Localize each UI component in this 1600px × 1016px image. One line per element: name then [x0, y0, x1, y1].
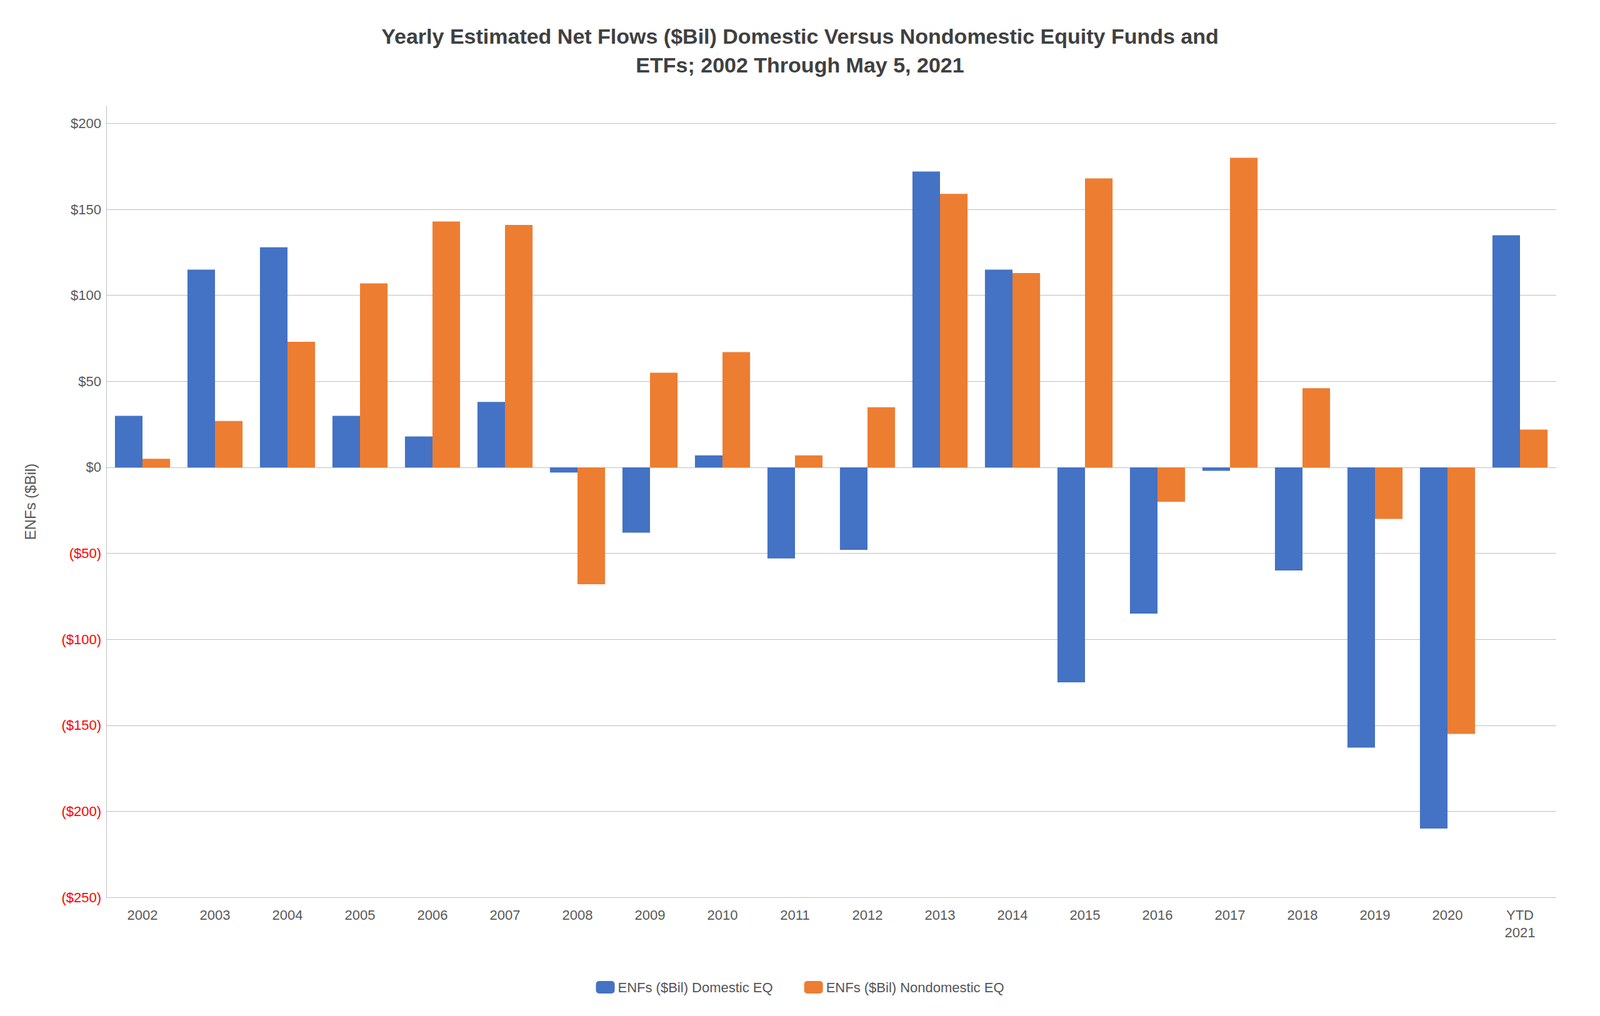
- svg-text:2020: 2020: [1432, 907, 1464, 924]
- svg-text:$0: $0: [86, 459, 102, 475]
- svg-text:$150: $150: [70, 201, 102, 218]
- svg-text:2019: 2019: [1360, 907, 1391, 924]
- svg-text:2009: 2009: [635, 907, 666, 924]
- svg-text:2007: 2007: [490, 907, 521, 924]
- svg-text:$200: $200: [70, 115, 102, 132]
- svg-text:ENFs ($Bil) Domestic EQ: ENFs ($Bil) Domestic EQ: [618, 980, 774, 996]
- svg-text:2012: 2012: [852, 907, 884, 924]
- svg-text:2013: 2013: [925, 907, 956, 924]
- svg-text:($200): ($200): [61, 803, 102, 820]
- svg-text:ENFs ($Bil) Nondomestic EQ: ENFs ($Bil) Nondomestic EQ: [826, 980, 1005, 996]
- svg-text:ETFs; 2002 Through May 5, 2021: ETFs; 2002 Through May 5, 2021: [635, 53, 964, 77]
- svg-text:2004: 2004: [272, 907, 304, 924]
- svg-text:2006: 2006: [417, 907, 449, 924]
- svg-text:2003: 2003: [200, 907, 231, 924]
- svg-text:2017: 2017: [1215, 907, 1246, 924]
- svg-text:2002: 2002: [127, 907, 159, 924]
- svg-text:($100): ($100): [61, 631, 102, 648]
- svg-text:2016: 2016: [1142, 907, 1174, 924]
- svg-text:2005: 2005: [345, 907, 376, 924]
- svg-text:ENFs ($Bil): ENFs ($Bil): [21, 463, 39, 541]
- svg-text:$50: $50: [78, 373, 102, 390]
- svg-text:2010: 2010: [707, 907, 739, 924]
- svg-text:($50): ($50): [69, 545, 102, 562]
- svg-text:2011: 2011: [780, 907, 810, 924]
- svg-text:2008: 2008: [562, 907, 594, 924]
- svg-text:($150): ($150): [61, 717, 102, 734]
- svg-text:$100: $100: [70, 287, 102, 304]
- svg-text:Yearly Estimated Net Flows ($B: Yearly Estimated Net Flows ($Bil) Domest…: [381, 24, 1219, 49]
- svg-text:2014: 2014: [997, 907, 1029, 924]
- svg-text:2021: 2021: [1505, 925, 1536, 941]
- svg-text:2015: 2015: [1070, 907, 1101, 924]
- svg-text:($250): ($250): [61, 890, 102, 906]
- svg-text:YTD: YTD: [1506, 907, 1534, 924]
- svg-text:2018: 2018: [1287, 907, 1319, 924]
